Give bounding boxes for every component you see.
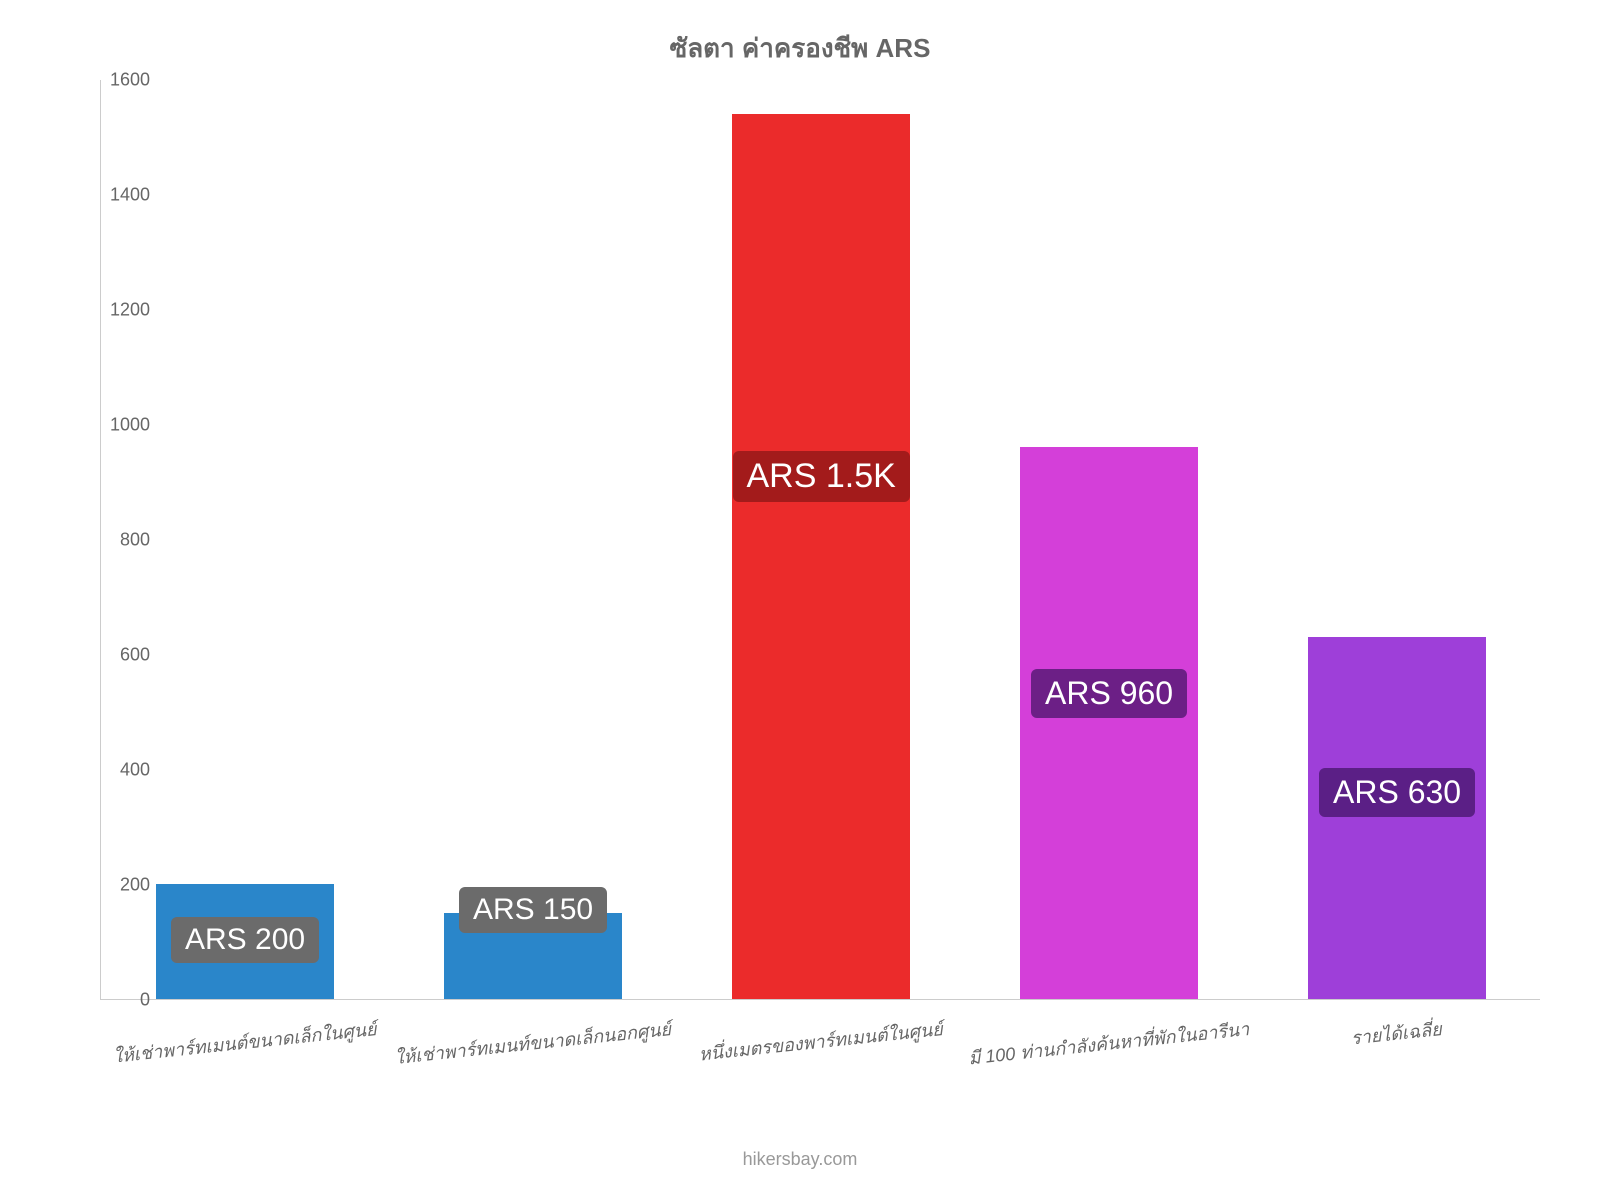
bar-value-label: ARS 150 xyxy=(459,887,607,933)
x-tick-label: หนึ่งเมตรของพาร์ทเมนต์ในศูนย์ xyxy=(697,1014,944,1068)
plot-area: ARS 200 ARS 150 ARS 1.5K ARS 960 ARS 630 xyxy=(100,80,1540,1000)
y-tick-label: 800 xyxy=(70,530,150,551)
x-tick-label: ให้เช่าพาร์ทเมนท์ขนาดเล็กนอกศูนย์ xyxy=(393,1014,672,1072)
bar xyxy=(1308,637,1487,999)
x-tick-label: ให้เช่าพาร์ทเมนต์ขนาดเล็กในศูนย์ xyxy=(112,1014,378,1070)
x-tick-label: มี 100 ท่านกำลังค้นหาที่พักในอารีนา xyxy=(967,1014,1251,1072)
y-tick-label: 0 xyxy=(70,990,150,1011)
bar-value-label: ARS 1.5K xyxy=(733,451,910,502)
bar-value-label: ARS 960 xyxy=(1031,669,1187,718)
y-tick-label: 200 xyxy=(70,875,150,896)
y-tick-label: 1200 xyxy=(70,300,150,321)
chart-container: ซัลตา ค่าครองชีพ ARS ARS 200 ARS 150 ARS 1… xyxy=(0,0,1600,1200)
y-tick-label: 1000 xyxy=(70,415,150,436)
y-tick-label: 1400 xyxy=(70,185,150,206)
y-tick-label: 400 xyxy=(70,760,150,781)
bar-value-label: ARS 630 xyxy=(1319,768,1475,817)
bar xyxy=(1020,447,1199,999)
chart-title: ซัลตา ค่าครองชีพ ARS xyxy=(0,28,1600,69)
bar-value-label: ARS 200 xyxy=(171,917,319,963)
bar xyxy=(732,114,911,1000)
y-tick-label: 600 xyxy=(70,645,150,666)
y-tick-label: 1600 xyxy=(70,70,150,91)
chart-footer: hikersbay.com xyxy=(0,1149,1600,1170)
x-tick-label: รายได้เฉลี่ย xyxy=(1349,1014,1443,1052)
